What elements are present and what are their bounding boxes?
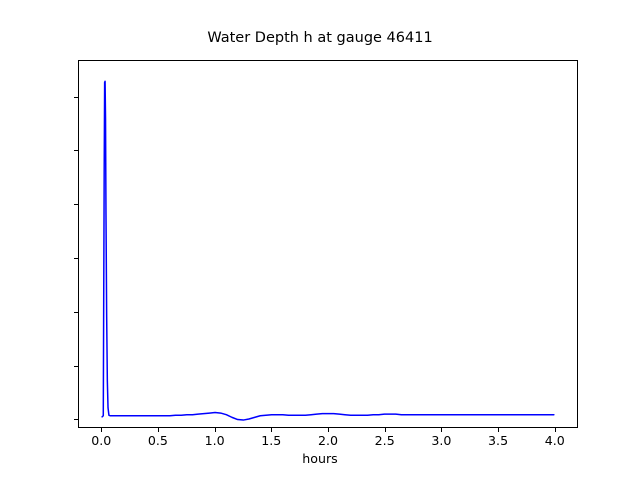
x-axis-tick-label: 4.0 bbox=[544, 433, 565, 448]
y-axis-tick-mark bbox=[74, 419, 78, 421]
x-axis-tick-label: 3.0 bbox=[431, 433, 452, 448]
x-axis-tick-label: 1.5 bbox=[261, 433, 282, 448]
y-axis-tick-mark bbox=[74, 365, 78, 367]
x-axis-tick-mark bbox=[328, 428, 329, 432]
x-axis-tick-mark bbox=[214, 428, 216, 432]
x-axis-tick-label: 2.5 bbox=[374, 433, 395, 448]
x-axis-tick-mark bbox=[384, 428, 386, 432]
y-axis-tick-mark bbox=[74, 96, 78, 98]
x-axis-tick-label: 2.0 bbox=[317, 433, 339, 448]
page-title: Water Depth h at gauge 46411 bbox=[207, 30, 433, 46]
x-axis-tick-mark bbox=[498, 428, 500, 432]
x-axis-tick-mark bbox=[101, 428, 103, 432]
x-axis-tick-label: 1.0 bbox=[204, 433, 225, 448]
x-axis-tick-mark bbox=[271, 428, 273, 432]
x-axis-tick-label: 0.5 bbox=[147, 433, 168, 448]
y-axis-tick-mark bbox=[74, 257, 78, 259]
x-axis-tick-label: 0.0 bbox=[91, 433, 112, 448]
y-axis-tick-mark bbox=[74, 150, 78, 152]
x-axis-tick-mark bbox=[157, 428, 159, 432]
x-axis-label: hours bbox=[302, 451, 338, 466]
x-axis-tick-mark bbox=[554, 428, 556, 432]
plot-area bbox=[78, 60, 578, 428]
data-series-line bbox=[101, 80, 555, 421]
x-axis-tick-label: 3.5 bbox=[488, 433, 509, 448]
y-axis-tick-mark bbox=[74, 311, 78, 313]
line-chart-svg bbox=[101, 80, 555, 421]
x-axis-tick-mark bbox=[441, 428, 443, 432]
y-axis-tick-mark bbox=[74, 204, 78, 206]
